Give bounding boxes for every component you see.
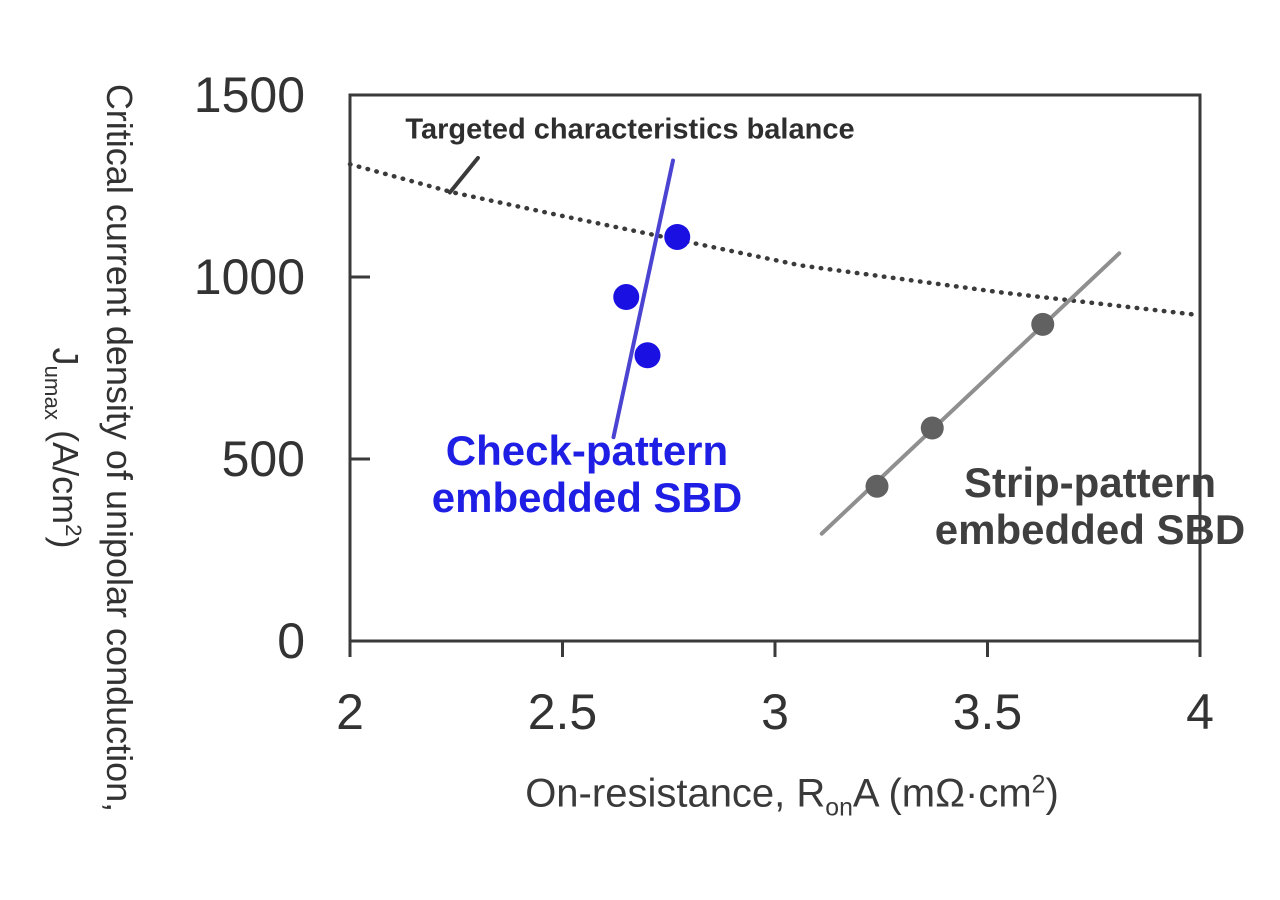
- annotation-strip-pattern: Strip-pattern embedded SBD: [935, 459, 1245, 553]
- y-axis-title-line1: Critical current density of unipolar con…: [98, 83, 140, 813]
- series-strip-pattern: [819, 251, 1122, 536]
- target-curve: [347, 155, 1203, 318]
- annotation-check-pattern-line1: Check-pattern: [445, 427, 729, 474]
- x-tick-label: 3.5: [953, 684, 1023, 740]
- y-tick-label: 500: [222, 431, 305, 487]
- y-axis-title: Critical current density of unipolar con…: [39, 0, 139, 898]
- data-point: [634, 342, 661, 369]
- x-tick-label: 3: [761, 684, 789, 740]
- series-check-pattern: [611, 158, 691, 440]
- annotation-strip-pattern-line1: Strip-pattern: [963, 459, 1216, 506]
- data-point: [613, 284, 640, 311]
- annotation-strip-pattern-line2: embedded SBD: [934, 506, 1246, 553]
- x-tick-label: 2.5: [528, 684, 598, 740]
- x-axis-title: On-resistance, RonA (mΩ·cm2): [525, 771, 1059, 822]
- axis-ticks: 0 500 1000 1500 2 2.5 3 3.5 4: [194, 67, 1214, 740]
- annotation-check-pattern: Check-pattern embedded SBD: [432, 427, 742, 521]
- y-tick-label: 1500: [194, 67, 305, 123]
- annotation-check-pattern-line2: embedded SBD: [431, 474, 743, 521]
- data-point: [664, 223, 691, 250]
- target-curve-line: [347, 161, 1203, 318]
- trend-line: [611, 158, 675, 440]
- data-point: [865, 474, 889, 498]
- x-tick-label: 4: [1186, 684, 1214, 740]
- annotation-target-balance: Targeted characteristics balance: [405, 113, 855, 146]
- annotation-pointer-line: [447, 155, 480, 195]
- y-tick-label: 1000: [194, 249, 305, 305]
- y-tick-label: 0: [277, 613, 305, 669]
- data-point: [920, 416, 944, 440]
- x-tick-label: 2: [336, 684, 364, 740]
- data-point: [1031, 312, 1055, 336]
- plot-frame: [348, 93, 1202, 643]
- y-axis-title-line2: Jumax (A/cm2): [39, 347, 86, 549]
